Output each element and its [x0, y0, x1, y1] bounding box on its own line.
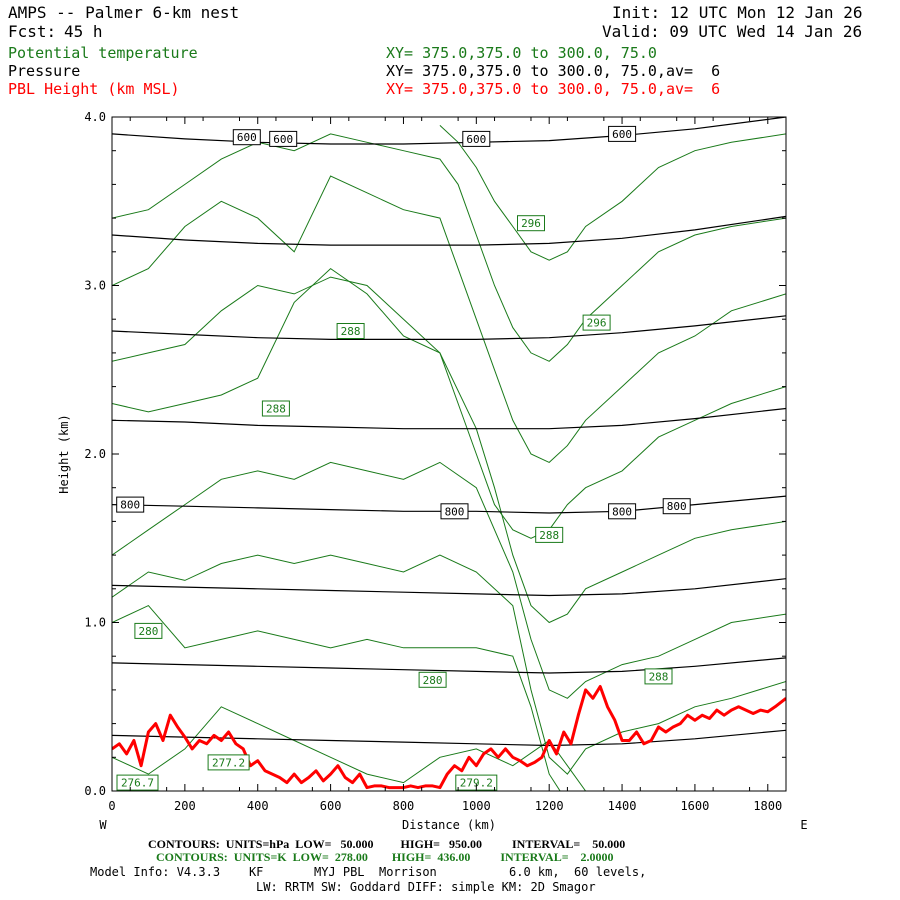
x-tick-label-1600: 1600 — [680, 799, 709, 813]
pressure-label-0-box — [232, 129, 261, 146]
valid-time: Valid: 09 UTC Wed 14 Jan 26 — [602, 22, 863, 41]
pressure-label-3: 600 — [612, 128, 632, 141]
pressure-contour-900 — [112, 657, 786, 674]
pressure-label-4-box — [116, 496, 145, 513]
theta-contour-1 — [112, 604, 561, 791]
y-axis-label: Height (km) — [57, 414, 71, 493]
theta-contour-6 — [112, 175, 786, 463]
pressure-contour-600 — [112, 117, 786, 145]
y-tick-label-2: 2.0 — [84, 447, 106, 461]
theta-contours — [112, 125, 786, 791]
theta-label-0: 276.7 — [121, 777, 154, 790]
pressure-contour-850 — [112, 578, 786, 597]
pressure-label-4: 800 — [120, 499, 140, 512]
footer-model-info: Model Info: V4.3.3 KF MYJ PBL Morrison 6… — [90, 865, 647, 879]
axes: 0 200 400 600 800 1000 1200 1400 1600 1800 0.0 1.0 2… — [84, 110, 786, 813]
east-end-label: E — [800, 818, 807, 832]
theta-label-7-box — [535, 526, 564, 543]
legend-theta-xy: XY= 375.0,375.0 to 300.0, 75.0 — [386, 44, 657, 62]
x-tick-label-1800: 1800 — [753, 799, 782, 813]
pressure-contour-700 — [112, 315, 786, 340]
theta-label-1: 277.2 — [212, 756, 245, 769]
y-tick-label-3: 3.0 — [84, 279, 106, 293]
footer-physics: LW: RRTM SW: Goddard DIFF: simple KM: 2D… — [256, 880, 596, 894]
theta-contour-3 — [112, 461, 786, 699]
pressure-label-1-box — [269, 130, 298, 147]
plot-frame — [111, 116, 787, 792]
theta-contour-7 — [112, 133, 786, 362]
model-title: AMPS -- Palmer 6-km nest — [8, 3, 240, 22]
theta-label-6: 288 — [341, 325, 361, 338]
pressure-label-2-box — [462, 130, 491, 147]
x-tick-label-0: 0 — [108, 799, 115, 813]
contour-labels: 276.7 277.2 279.2 280 280 288 288 288 288 296 296 6… — [116, 125, 691, 791]
theta-label-10-box — [582, 314, 611, 331]
legend-pressure-name: Pressure — [8, 62, 81, 80]
pbl-height-line — [112, 685, 786, 790]
theta-label-7: 288 — [539, 529, 559, 542]
x-tick-label-200: 200 — [174, 799, 196, 813]
pressure-contour-800 — [112, 495, 786, 514]
legend-theta-name: Potential temperature — [8, 44, 198, 62]
theta-label-3: 280 — [138, 625, 158, 638]
theta-label-5: 288 — [266, 403, 286, 416]
pbl-height-series — [112, 685, 786, 790]
theta-contour-5 — [112, 276, 786, 539]
x-tick-label-1400: 1400 — [608, 799, 637, 813]
y-tick-label-0: 0.0 — [84, 784, 106, 798]
x-tick-label-800: 800 — [393, 799, 415, 813]
pressure-label-5-box — [440, 503, 469, 520]
pressure-label-6-box — [608, 503, 637, 520]
theta-label-0-box — [116, 774, 159, 791]
forecast-label: Fcst: — [8, 22, 57, 41]
pressure-label-2: 600 — [466, 133, 486, 146]
pressure-contour-950 — [112, 729, 786, 747]
pressure-label-3-box — [608, 125, 637, 142]
theta-label-8: 288 — [649, 670, 669, 683]
theta-contour-4 — [112, 267, 786, 624]
legend-pbl-name: PBL Height (km MSL) — [8, 80, 180, 98]
pressure-label-5: 800 — [445, 505, 465, 518]
pressure-contours — [112, 117, 786, 747]
theta-label-3-box — [134, 622, 163, 639]
x-tick-label-600: 600 — [320, 799, 342, 813]
theta-label-9: 296 — [521, 217, 541, 230]
theta-contour-8 — [439, 125, 786, 261]
y-tick-label-4: 4.0 — [84, 110, 106, 124]
x-axis-label: Distance (km) — [402, 818, 496, 832]
theta-contour-2 — [112, 554, 786, 775]
x-tick-label-1200: 1200 — [535, 799, 564, 813]
y-tick-label-1: 1.0 — [84, 616, 106, 630]
pressure-contour-650 — [112, 215, 786, 246]
theta-contour-0 — [112, 706, 587, 791]
pressure-label-7-box — [662, 498, 691, 515]
west-end-label: W — [99, 818, 107, 832]
pressure-label-7: 800 — [667, 500, 687, 513]
theta-label-10: 296 — [587, 317, 607, 330]
theta-label-9-box — [517, 215, 545, 232]
pressure-label-6: 800 — [612, 505, 632, 518]
pressure-contour-750 — [112, 407, 786, 430]
legend-pbl-xy: XY= 375.0,375.0 to 300.0, 75.0,av= 6 — [386, 80, 721, 98]
legend-pressure-xy: XY= 375.0,375.0 to 300.0, 75.0,av= 6 — [386, 62, 721, 80]
forecast-hour: 45 h — [64, 22, 103, 41]
pressure-label-1: 600 — [273, 133, 293, 146]
theta-label-5-box — [261, 400, 290, 417]
footer-pressure-contours: CONTOURS: UNITS=hPa LOW= 50.000 HIGH= 95… — [148, 837, 626, 851]
theta-label-2: 279.2 — [460, 777, 493, 790]
x-tick-label-400: 400 — [247, 799, 269, 813]
footer-theta-contours: CONTOURS: UNITS=K LOW= 278.00 HIGH= 436.… — [156, 850, 614, 864]
theta-label-6-box — [336, 323, 365, 339]
theta-label-4-box — [418, 671, 447, 688]
init-time: Init: 12 UTC Mon 12 Jan 26 — [612, 3, 863, 22]
theta-label-8-box — [644, 668, 673, 685]
x-tick-label-1000: 1000 — [462, 799, 491, 813]
pressure-label-0: 600 — [237, 131, 257, 144]
theta-label-1-box — [207, 754, 250, 771]
theta-label-4: 280 — [423, 674, 443, 687]
